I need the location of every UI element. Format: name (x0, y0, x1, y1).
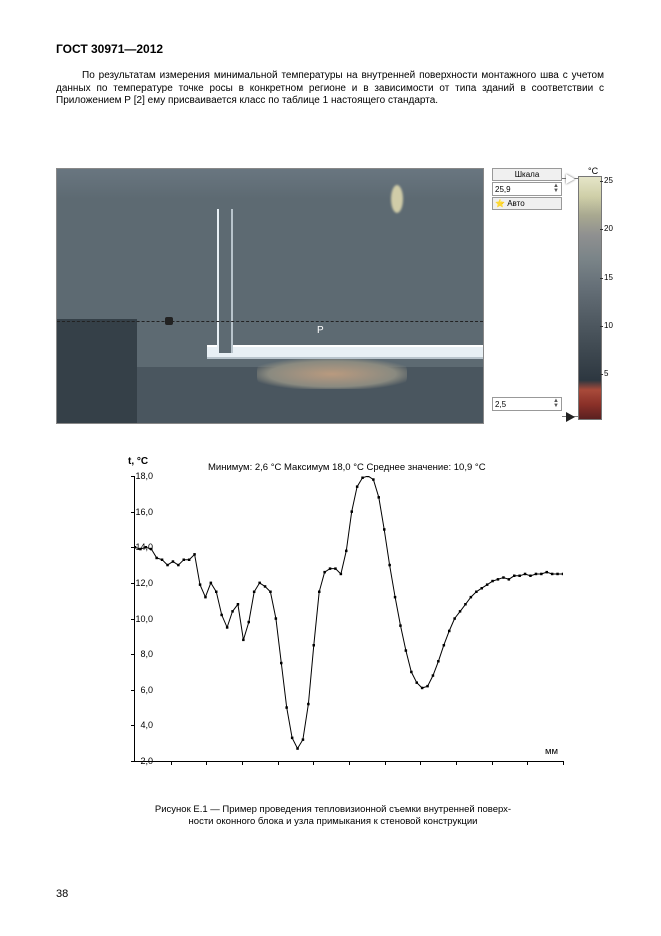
page-number: 38 (56, 888, 68, 900)
y-tick-label: 12,0 (123, 578, 153, 588)
p-marker-label: P (317, 325, 324, 336)
y-tick-label: 16,0 (123, 507, 153, 517)
scale-max-input[interactable]: 25,9 ▲▼ (492, 182, 562, 196)
chart-stats: Минимум: 2,6 °C Максимум 18,0 °C Среднее… (208, 462, 486, 473)
colorbar-tick: 15 (604, 273, 613, 282)
colorbar (578, 176, 602, 420)
figure-caption: Рисунок Е.1 — Пример проведения тепловиз… (94, 804, 572, 829)
scale-unit: °C (588, 166, 598, 176)
scale-pointer-top-icon (566, 174, 575, 184)
scale-title: Шкала (492, 168, 562, 181)
colorbar-tick: 25 (604, 176, 613, 185)
y-tick-label: 18,0 (123, 471, 153, 481)
scale-panel-bottom: 2,5 ▲▼ (492, 396, 562, 411)
x-axis-unit: мм (545, 746, 558, 757)
y-tick-label: 6,0 (123, 685, 153, 695)
scale-max-value: 25,9 (495, 185, 511, 194)
body-paragraph: По результатам измерения минимальной тем… (56, 70, 604, 108)
chart-series (135, 476, 563, 761)
standard-code: ГОСТ 30971—2012 (56, 42, 604, 56)
colorbar-tick: 10 (604, 321, 613, 330)
y-tick-label: 8,0 (123, 649, 153, 659)
colorbar-tick: 20 (604, 224, 613, 233)
y-tick-label: 14,0 (123, 542, 153, 552)
scale-auto-button[interactable]: ⭐ Авто (492, 197, 562, 210)
thermal-image-panel: P Шкала 25,9 ▲▼ ⭐ Авто 2,5 ▲▼ °C 25 20 15 1… (56, 168, 611, 422)
y-tick-label: 4,0 (123, 720, 153, 730)
y-axis-label: t, °C (128, 456, 148, 467)
colorbar-tick: 5 (604, 369, 608, 378)
y-tick-label: 10,0 (123, 614, 153, 624)
scale-panel-top: Шкала 25,9 ▲▼ ⭐ Авто (492, 168, 562, 210)
scale-auto-label: Авто (507, 199, 524, 208)
spinner-icon[interactable]: ▲▼ (553, 399, 559, 409)
figure-block: P Шкала 25,9 ▲▼ ⭐ Авто 2,5 ▲▼ °C 25 20 15 1… (56, 168, 611, 422)
y-tick-label: 2,0 (123, 756, 153, 766)
scale-min-value: 2,5 (495, 400, 506, 409)
thermal-image: P (56, 168, 484, 424)
plot-area (134, 476, 563, 762)
scale-min-input[interactable]: 2,5 ▲▼ (492, 397, 562, 411)
scale-pointer-bottom-icon (566, 412, 575, 422)
spinner-icon[interactable]: ▲▼ (553, 184, 559, 194)
line-chart: t, °C Минимум: 2,6 °C Максимум 18,0 °C С… (88, 456, 588, 786)
